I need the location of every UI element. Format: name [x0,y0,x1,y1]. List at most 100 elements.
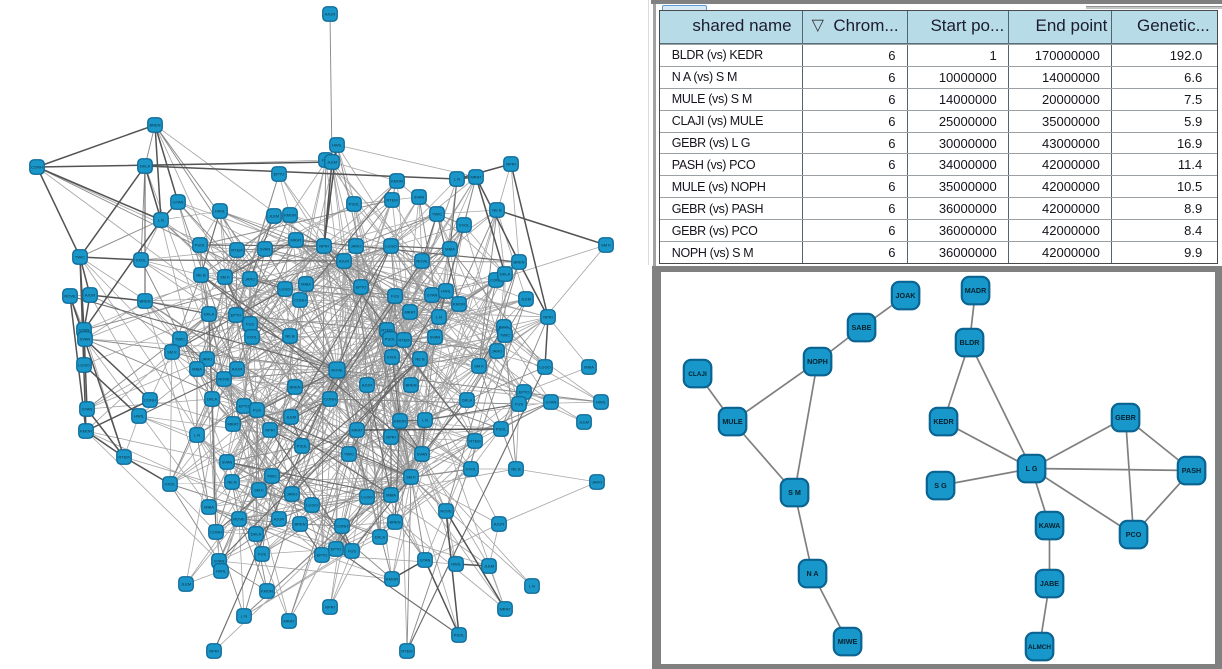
svg-text:NE B: NE B [285,334,295,339]
svg-text:MULE: MULE [722,417,743,426]
svg-text:KMOR: KMOR [80,429,92,434]
svg-text:ROVE: ROVE [416,259,428,264]
svg-text:TWIC: TWIC [344,452,354,457]
svg-text:HWIL: HWIL [134,414,145,419]
svg-text:ROVE: ROVE [233,517,245,522]
svg-text:FUS: FUS [515,402,523,407]
svg-text:MRAT: MRAT [290,238,302,243]
svg-text:FUS: FUS [348,549,356,554]
svg-text:SABE: SABE [851,323,871,332]
svg-text:DKLA: DKLA [207,397,218,402]
svg-text:PSOL: PSOL [297,444,308,449]
svg-text:L N: L N [158,218,164,223]
svg-text:RTEM: RTEM [469,439,480,444]
svg-text:JABE: JABE [1039,579,1058,588]
svg-text:S G: S G [934,481,947,490]
svg-text:DKLA: DKLA [204,312,215,317]
svg-text:SM K: SM K [406,475,416,480]
svg-text:BREN: BREN [405,383,416,388]
svg-text:SVAN: SVAN [414,195,425,200]
svg-text:GTAN: GTAN [173,200,184,205]
svg-text:MRAT: MRAT [470,175,482,180]
svg-text:NPRI: NPRI [386,435,396,440]
svg-text:HWIL: HWIL [441,289,452,294]
svg-text:EPTO: EPTO [317,553,328,558]
svg-text:MIBA: MIBA [386,493,396,498]
svg-text:ROVE: ROVE [64,294,76,299]
svg-text:DKLA: DKLA [251,532,262,537]
svg-text:EPTO: EPTO [331,547,342,552]
svg-text:NOPH: NOPH [807,357,828,366]
svg-text:CONH: CONH [144,398,156,403]
svg-text:CONH: CONH [336,524,348,529]
svg-text:SM K: SM K [601,243,611,248]
svg-text:GTAN: GTAN [546,400,557,405]
svg-text:GTAN: GTAN [420,558,431,563]
svg-text:MIBA: MIBA [445,247,455,252]
svg-text:BREN: BREN [389,520,400,525]
svg-text:ALMCH: ALMCH [1027,644,1050,651]
svg-text:ROVE: ROVE [331,368,343,373]
svg-text:LUGO: LUGO [385,244,396,249]
svg-text:MIBA: MIBA [301,282,311,287]
svg-text:JLEM: JLEM [269,214,279,219]
svg-text:JLEM: JLEM [484,564,494,569]
svg-text:TWIC: TWIC [175,337,185,342]
svg-text:LUGO: LUGO [78,363,89,368]
svg-text:S M: S M [788,488,801,497]
svg-text:FUS: FUS [253,408,261,413]
svg-text:KMOR: KMOR [453,302,465,307]
svg-text:HWIL: HWIL [216,569,227,574]
svg-text:GTAN: GTAN [427,293,438,298]
svg-text:VXOL: VXOL [247,335,258,340]
svg-text:RTEM: RTEM [386,198,397,203]
svg-text:SM K: SM K [220,275,230,280]
svg-text:VXOL: VXOL [459,223,470,228]
svg-text:CONH: CONH [324,397,336,402]
svg-text:EPTO: EPTO [274,172,285,177]
svg-text:VXOL: VXOL [466,467,477,472]
svg-text:HWIL: HWIL [596,400,607,405]
svg-text:SM K: SM K [167,350,177,355]
svg-text:NPRI: NPRI [209,649,219,654]
svg-text:DKLA: DKLA [140,164,151,169]
svg-text:TWIC: TWIC [267,474,277,479]
svg-text:BREN: BREN [289,385,300,390]
svg-text:JLEM: JLEM [181,582,191,587]
svg-text:AJUR: AJUR [85,293,96,298]
svg-text:LUGO: LUGO [539,365,550,370]
svg-text:NE B: NE B [492,208,502,213]
svg-text:NE B: NE B [415,357,425,362]
svg-text:PSOL: PSOL [496,427,507,432]
svg-text:MIWE: MIWE [837,637,857,646]
svg-text:AJUR: AJUR [325,12,336,17]
svg-text:JLEM: JLEM [521,297,531,302]
svg-text:NPRI: NPRI [325,605,335,610]
svg-text:SVAN: SVAN [222,460,233,465]
svg-text:AJUR: AJUR [232,367,243,372]
svg-text:MRAT: MRAT [404,310,416,315]
svg-text:L N: L N [436,315,442,320]
svg-text:L N: L N [194,433,200,438]
svg-text:GTAN: GTAN [82,407,93,412]
svg-text:DKLA: DKLA [462,398,473,403]
svg-text:CONH: CONH [294,298,306,303]
svg-text:SVAN: SVAN [260,247,271,252]
svg-text:CONH: CONH [490,278,502,283]
svg-text:GTAN: GTAN [79,328,90,333]
svg-text:PSOL: PSOL [454,633,465,638]
svg-text:L N: L N [241,614,247,619]
svg-text:NPRI: NPRI [506,162,516,167]
svg-text:ROVE: ROVE [440,509,452,514]
svg-text:JARO: JARO [202,357,213,362]
svg-text:PSOL: PSOL [385,337,396,342]
svg-text:SM K: SM K [254,488,264,493]
svg-text:CONH: CONH [31,165,43,170]
svg-text:JARO: JARO [592,480,603,485]
svg-text:VXOL: VXOL [165,482,176,487]
svg-text:VXOL: VXOL [387,355,398,360]
svg-text:LUGO: LUGO [306,503,317,508]
svg-text:GEBR: GEBR [1115,413,1137,422]
svg-text:PSOL: PSOL [349,202,360,207]
svg-text:MRAT: MRAT [227,422,239,427]
